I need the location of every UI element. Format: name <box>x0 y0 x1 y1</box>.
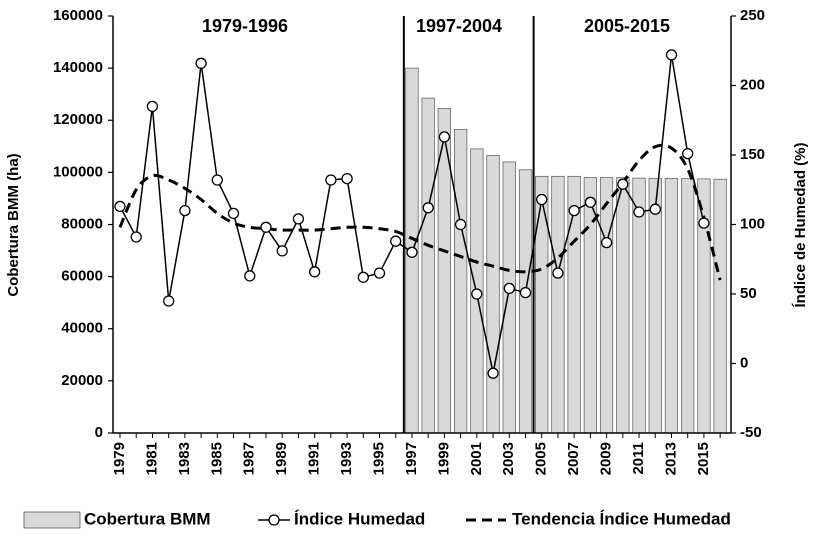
bar-2000 <box>454 129 468 434</box>
x-tick-label: 1983 <box>176 442 193 475</box>
bar-2010 <box>616 177 630 434</box>
humidity-point-2014 <box>682 147 694 160</box>
humidity-point-1995 <box>373 267 386 279</box>
bar-2014 <box>681 178 695 434</box>
humidity-point-2003 <box>503 282 515 295</box>
legend-swatch-bar <box>23 511 81 529</box>
x-tick-label: 2003 <box>500 442 517 475</box>
y-right-tick-label: 0 <box>740 354 748 371</box>
x-tick-label: 1995 <box>370 442 387 475</box>
y-left-tick-label: 60000 <box>61 268 103 285</box>
x-tick-label: 2007 <box>565 442 582 475</box>
bar-2008 <box>583 177 597 434</box>
humidity-point-2015 <box>698 217 710 229</box>
humidity-point-1990 <box>292 213 305 225</box>
humidity-point-1993 <box>341 172 353 185</box>
humidity-point-1982 <box>163 295 175 307</box>
humidity-point-1979 <box>114 200 126 213</box>
bar-2006 <box>551 175 565 434</box>
humidity-point-1981 <box>146 100 159 113</box>
humidity-point-2007 <box>568 204 580 217</box>
x-tick-label: 2001 <box>468 442 485 475</box>
humidity-point-2004 <box>519 286 532 299</box>
x-tick-label: 1987 <box>241 442 258 475</box>
humidity-point-1992 <box>325 174 337 186</box>
humidity-point-1998 <box>422 202 434 214</box>
x-tick-label: 2015 <box>695 442 712 475</box>
humidity-point-1999 <box>438 131 451 143</box>
y-left-tick-label: 140000 <box>53 59 103 76</box>
bar-2016 <box>713 178 727 434</box>
humidity-point-2011 <box>633 206 645 218</box>
bar-2013 <box>664 178 679 434</box>
humidity-point-2009 <box>600 236 613 249</box>
y-left-tick-label: 20000 <box>61 372 103 389</box>
humidity-point-1997 <box>406 246 418 258</box>
period-label-2: 1997-2004 <box>416 16 502 36</box>
humidity-point-1984 <box>195 57 207 69</box>
y-left-tick-label: 40000 <box>61 320 103 337</box>
humidity-point-1986 <box>227 207 240 220</box>
period-label-1: 1979-1996 <box>202 16 288 36</box>
x-tick-label: 1999 <box>435 442 452 475</box>
bar-2005 <box>535 175 549 434</box>
x-tick-label: 2013 <box>662 442 679 475</box>
humidity-point-2001 <box>471 288 483 300</box>
humidity-point-1988 <box>260 221 272 233</box>
x-tick-label: 1997 <box>403 442 420 475</box>
humidity-point-1994 <box>357 271 369 283</box>
x-tick-label: 1981 <box>143 442 160 475</box>
bar-1998 <box>421 97 435 434</box>
x-tick-label: 1985 <box>208 442 225 475</box>
y-left-tick-label: 100000 <box>53 163 103 180</box>
legend-label-bar: Cobertura BMM <box>84 509 211 528</box>
humidity-point-2010 <box>617 178 629 190</box>
humidity-point-1987 <box>244 270 256 282</box>
humidity-point-1980 <box>130 231 142 243</box>
humidity-point-2013 <box>665 49 678 61</box>
bar-2009 <box>599 177 614 434</box>
x-tick-label: 2011 <box>630 442 647 475</box>
bar-2003 <box>502 161 516 434</box>
legend-label-trend: Tendencia Índice Humedad <box>512 509 731 528</box>
legend-label-line: Índice Humedad <box>294 509 425 528</box>
humidity-point-2006 <box>552 267 564 279</box>
humidity-point-2005 <box>536 193 548 206</box>
y-axis-left-title: Cobertura BMM (ha) <box>5 153 22 296</box>
bar-2012 <box>648 178 662 434</box>
y-right-tick-label: -50 <box>740 424 762 441</box>
humidity-point-1983 <box>179 204 191 217</box>
humidity-point-2002 <box>487 367 499 379</box>
x-tick-label: 1989 <box>273 442 290 475</box>
x-tick-label: 1993 <box>338 442 355 475</box>
humidity-point-2012 <box>649 203 661 215</box>
bar-2004 <box>518 169 533 434</box>
humidity-point-1996 <box>390 235 402 247</box>
y-right-tick-label: 100 <box>740 215 765 232</box>
humidity-point-1985 <box>211 174 223 186</box>
x-tick-label: 2005 <box>533 442 550 475</box>
humidity-point-1991 <box>308 266 321 278</box>
y-right-tick-label: 200 <box>740 76 765 93</box>
y-right-tick-label: 50 <box>740 285 757 302</box>
trend-line <box>118 143 722 281</box>
x-tick-label: 1991 <box>306 442 323 475</box>
y-left-tick-label: 160000 <box>53 7 103 24</box>
y-right-tick-label: 150 <box>740 146 765 163</box>
bar-2002 <box>486 155 500 434</box>
x-tick-label: 2009 <box>598 442 615 475</box>
legend-swatch-marker <box>268 514 280 526</box>
humidity-point-2008 <box>584 196 597 208</box>
y-right-tick-label: 250 <box>740 7 765 24</box>
y-left-tick-label: 120000 <box>53 111 103 128</box>
humidity-point-2000 <box>454 218 467 231</box>
y-left-tick-label: 80000 <box>61 215 103 232</box>
humidity-point-1989 <box>276 245 288 257</box>
y-axis-right-title: Índice de Humedad (%) <box>792 142 809 307</box>
x-tick-label: 1979 <box>111 442 128 475</box>
period-label-3: 2005-2015 <box>584 16 670 36</box>
y-left-tick-label: 0 <box>95 424 103 441</box>
